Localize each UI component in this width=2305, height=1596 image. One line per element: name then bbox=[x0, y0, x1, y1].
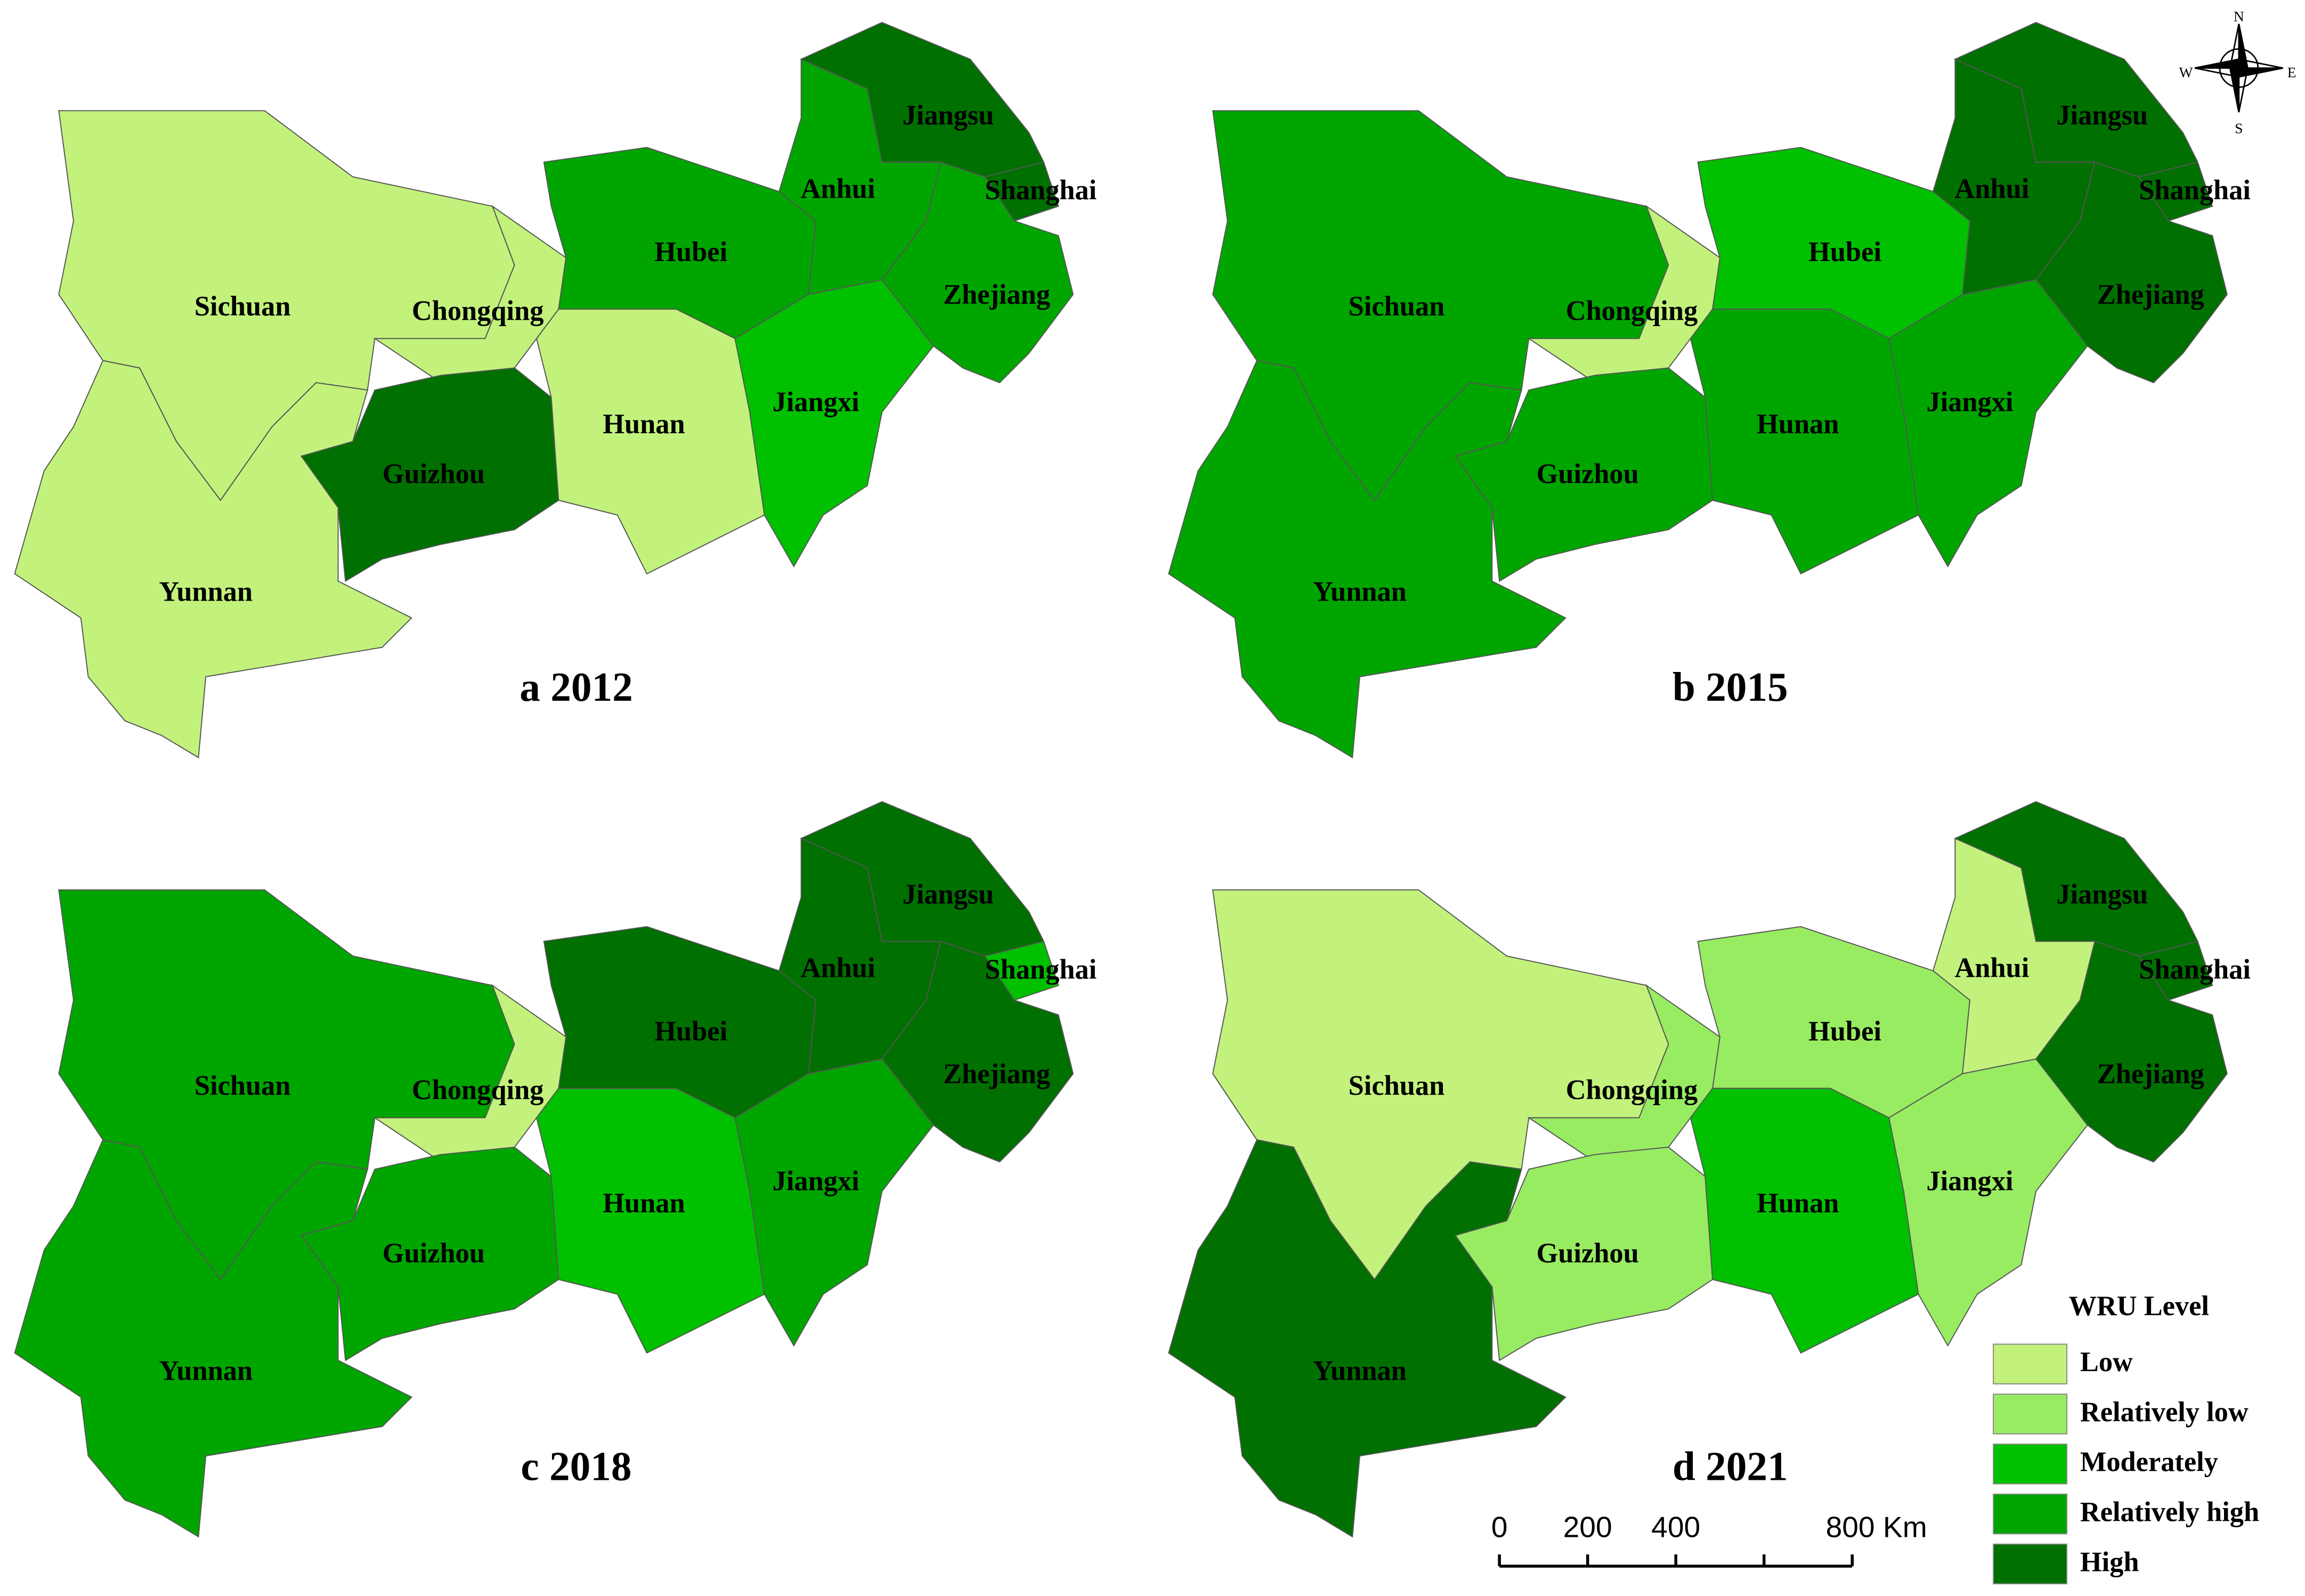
province bbox=[1690, 309, 1919, 575]
scale-label: 400 bbox=[1651, 1511, 1700, 1544]
province-label: Jiangxi bbox=[773, 1166, 859, 1197]
province-label: Chongqing bbox=[412, 1075, 544, 1106]
province bbox=[1168, 360, 1567, 759]
scale-label: 200 bbox=[1563, 1511, 1612, 1544]
legend-label: Low bbox=[2080, 1347, 2133, 1378]
province-label: Yunnan bbox=[1313, 576, 1407, 607]
panel-title: d 2021 bbox=[1673, 1443, 1788, 1489]
province-label: Shanghai bbox=[2139, 175, 2251, 206]
legend-swatch bbox=[1993, 1493, 2068, 1535]
province bbox=[881, 161, 1074, 384]
province-label: Anhui bbox=[801, 953, 875, 984]
panel: Sichuan Yunnan Chongqing Guizhou Hubei Hunan J… bbox=[1168, 801, 2251, 1538]
province-label: Yunnan bbox=[159, 1356, 253, 1387]
compass-s: S bbox=[2235, 120, 2243, 136]
province-label: Zhejiang bbox=[2097, 1058, 2204, 1089]
province-label: Hunan bbox=[603, 409, 685, 440]
province-label: Anhui bbox=[1954, 173, 2029, 204]
province bbox=[1888, 1058, 2088, 1347]
province-label: Shanghai bbox=[985, 175, 1097, 206]
legend-title: WRU Level bbox=[2069, 1291, 2209, 1322]
province-label: Hunan bbox=[1757, 409, 1839, 440]
province-label: Jiangsu bbox=[903, 879, 994, 910]
province-label: Jiangsu bbox=[903, 100, 994, 131]
panel-title: a 2012 bbox=[520, 664, 632, 710]
province bbox=[1690, 1088, 1919, 1354]
province bbox=[2035, 161, 2228, 384]
scale-label: 800 Km bbox=[1826, 1511, 1927, 1544]
province-label: Jiangxi bbox=[1926, 1166, 2013, 1197]
province-label: Hunan bbox=[1757, 1188, 1839, 1219]
province-label: Shanghai bbox=[2139, 954, 2251, 985]
province-label: Jiangsu bbox=[2056, 100, 2148, 131]
province-label: Guizhou bbox=[1537, 459, 1639, 490]
panel-title: b 2015 bbox=[1673, 664, 1788, 710]
legend-swatch bbox=[1993, 1444, 2068, 1485]
province-label: Sichuan bbox=[194, 1070, 291, 1101]
province-label: Guizhou bbox=[1537, 1238, 1639, 1269]
province bbox=[734, 1058, 935, 1347]
province bbox=[300, 367, 559, 582]
province-label: Chongqing bbox=[1566, 295, 1698, 326]
panel: Sichuan Yunnan Chongqing Guizhou Hubei Hunan J… bbox=[14, 801, 1097, 1538]
province bbox=[2035, 941, 2228, 1163]
scale-bar bbox=[1498, 1554, 1854, 1568]
province-label: Yunnan bbox=[159, 576, 253, 607]
province bbox=[300, 1146, 559, 1362]
province-label: Hubei bbox=[654, 237, 727, 268]
province-label: Chongqing bbox=[412, 295, 544, 326]
province bbox=[881, 941, 1074, 1163]
compass bbox=[2194, 23, 2283, 112]
compass-e: E bbox=[2287, 64, 2296, 80]
province-label: Yunnan bbox=[1313, 1356, 1407, 1387]
legend-swatch bbox=[1993, 1543, 2068, 1585]
province-label: Guizhou bbox=[383, 459, 485, 490]
province-label: Jiangxi bbox=[773, 387, 859, 418]
province bbox=[14, 1139, 413, 1538]
province-label: Zhejiang bbox=[943, 279, 1050, 310]
province bbox=[1168, 1139, 1567, 1538]
province-label: Jiangxi bbox=[1926, 387, 2013, 418]
province-label: Zhejiang bbox=[2097, 279, 2204, 310]
legend-label: Relatively high bbox=[2080, 1497, 2259, 1528]
province-label: Hubei bbox=[1808, 237, 1881, 268]
province bbox=[734, 279, 935, 568]
province-label: Guizhou bbox=[383, 1238, 485, 1269]
panel: Sichuan Yunnan Chongqing Guizhou Hubei Hunan J… bbox=[14, 22, 1097, 759]
province-label: Chongqing bbox=[1566, 1075, 1698, 1106]
province-label: Sichuan bbox=[194, 291, 291, 322]
province-label: Anhui bbox=[1954, 953, 2029, 984]
province bbox=[1888, 279, 2088, 568]
province bbox=[1454, 1146, 1714, 1362]
compass-w: W bbox=[2179, 64, 2193, 80]
province-label: Hubei bbox=[1808, 1016, 1881, 1047]
province bbox=[535, 309, 765, 575]
province-label: Jiangsu bbox=[2056, 879, 2148, 910]
legend-label: Moderately bbox=[2080, 1447, 2218, 1478]
province-label: Hubei bbox=[654, 1016, 727, 1047]
panel: Sichuan Yunnan Chongqing Guizhou Hubei Hunan J… bbox=[1168, 22, 2251, 759]
province bbox=[535, 1088, 765, 1354]
province-label: Sichuan bbox=[1349, 1070, 1445, 1101]
province-label: Shanghai bbox=[985, 954, 1097, 985]
legend-label: Relatively low bbox=[2080, 1397, 2249, 1428]
province bbox=[1454, 367, 1714, 582]
province-label: Zhejiang bbox=[943, 1058, 1050, 1089]
legend-swatch bbox=[1993, 1343, 2068, 1384]
compass-n: N bbox=[2234, 8, 2244, 25]
panel-title: c 2018 bbox=[521, 1443, 631, 1489]
scale-label: 0 bbox=[1491, 1511, 1508, 1544]
province-label: Hunan bbox=[603, 1188, 685, 1219]
legend-swatch bbox=[1993, 1394, 2068, 1435]
legend: WRU Level Low Relatively low Moderately Rela… bbox=[1993, 1291, 2259, 1585]
legend-label: High bbox=[2080, 1546, 2139, 1577]
province-label: Sichuan bbox=[1349, 291, 1445, 322]
province bbox=[14, 360, 413, 759]
province-label: Anhui bbox=[801, 173, 875, 204]
